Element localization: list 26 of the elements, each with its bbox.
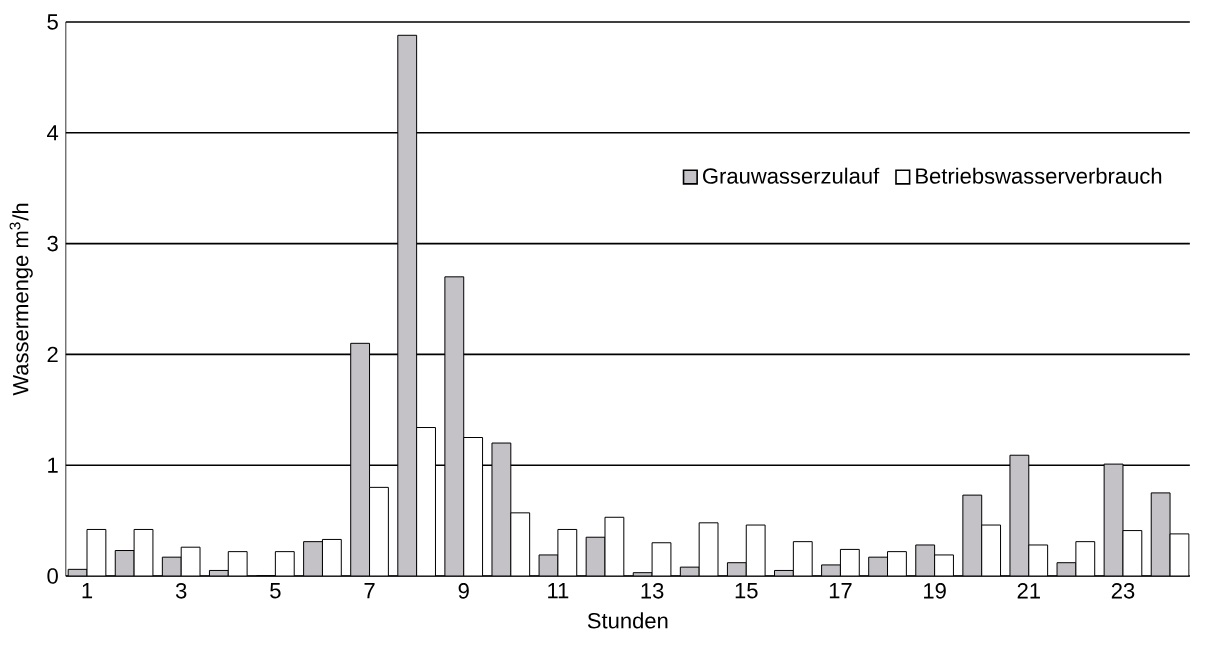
y-tick-label: 4 — [47, 125, 59, 141]
x-tick-label: 23 — [1111, 583, 1135, 599]
x-axis-title: Stunden — [587, 612, 668, 629]
x-tick-label: 15 — [735, 583, 758, 599]
legend-label: Grauwasserzulauf — [703, 167, 880, 184]
y-tick-label: 5 — [47, 14, 58, 30]
y-tick-label: 2 — [47, 346, 58, 363]
x-tick-label: 13 — [641, 583, 664, 599]
x-tick-label: 17 — [829, 583, 852, 599]
bar — [397, 35, 417, 576]
x-tick-label: 7 — [364, 583, 375, 599]
x-tick-label: 5 — [270, 583, 281, 599]
x-tick-label: 9 — [458, 583, 469, 599]
y-tick-label: 0 — [47, 568, 58, 584]
bar — [350, 343, 370, 576]
x-tick-label: 1 — [82, 583, 93, 599]
x-tick-label: 3 — [175, 583, 187, 599]
bar — [444, 276, 464, 576]
legend-label: Betriebswasserverbrauch — [916, 167, 1162, 184]
x-tick-label: 11 — [548, 583, 569, 599]
bar — [303, 541, 323, 576]
x-tick-label: 21 — [1017, 583, 1040, 599]
y-axis-title: Wassermenge m$^{3}$/h — [9, 203, 33, 396]
y-tick-label: 1 — [48, 457, 58, 473]
x-tick-label: 19 — [924, 583, 946, 599]
y-tick-label: 3 — [47, 235, 58, 252]
